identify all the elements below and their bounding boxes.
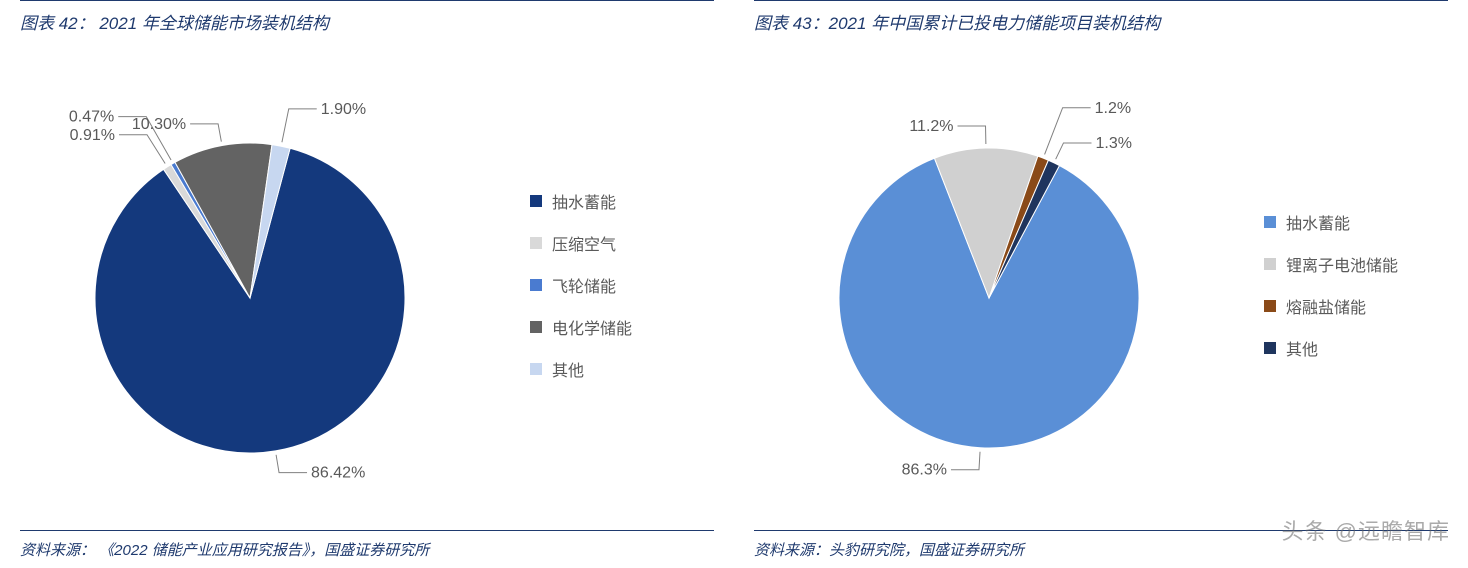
leader-line (119, 134, 165, 163)
pie-right: 86.3% 11.2% 1.2% 1.3% (754, 48, 1224, 518)
legend-label: 抽水蓄能 (552, 189, 616, 213)
legend-swatch (1264, 342, 1276, 354)
legend-swatch (1264, 258, 1276, 270)
legend-label: 飞轮储能 (552, 273, 616, 297)
legend-label: 熔融盐储能 (1286, 294, 1366, 318)
legend-label: 其他 (552, 357, 584, 381)
legend-item: 压缩空气 (530, 231, 714, 255)
pie-right-wrap: 86.3% 11.2% 1.2% 1.3% (754, 48, 1224, 523)
legend-left: 抽水蓄能压缩空气飞轮储能电化学储能其他 (490, 171, 714, 399)
legend-label: 其他 (1286, 336, 1318, 360)
legend-label: 压缩空气 (552, 231, 616, 255)
pie-left: 86.42% 0.91%0.47% 10.30% 1.90% (20, 48, 490, 518)
legend-swatch (1264, 216, 1276, 228)
legend-right: 抽水蓄能锂离子电池储能熔融盐储能其他 (1224, 192, 1448, 378)
pie-label: 86.42% (311, 464, 365, 481)
pie-label: 1.90% (321, 100, 366, 117)
pie-label: 10.30% (132, 115, 186, 132)
legend-label: 锂离子电池储能 (1286, 252, 1398, 276)
leader-line (190, 123, 221, 141)
leader-line (1045, 107, 1091, 154)
chart-area-left: 86.42% 0.91%0.47% 10.30% 1.90% 抽水蓄能压缩空气飞轮储能… (20, 40, 714, 530)
pie-label: 86.3% (902, 461, 947, 478)
legend-item: 熔融盐储能 (1264, 294, 1448, 318)
legend-swatch (530, 195, 542, 207)
right-panel: 图表 43：2021 年中国累计已投电力储能项目装机结构 86.3% 11.2% 1… (734, 0, 1468, 568)
chart-title-left: 图表 42： 2021 年全球储能市场装机结构 (20, 0, 714, 40)
leader-line (282, 108, 317, 141)
legend-item: 抽水蓄能 (1264, 210, 1448, 234)
pie-label: 1.3% (1095, 134, 1131, 151)
legend-item: 锂离子电池储能 (1264, 252, 1448, 276)
legend-swatch (530, 279, 542, 291)
left-panel: 图表 42： 2021 年全球储能市场装机结构 86.42% 0.91%0.47%… (0, 0, 734, 568)
chart-area-right: 86.3% 11.2% 1.2% 1.3% 抽水蓄能锂离子电池储能熔融盐储能其他 (754, 40, 1448, 530)
legend-item: 其他 (1264, 336, 1448, 360)
legend-item: 电化学储能 (530, 315, 714, 339)
legend-label: 抽水蓄能 (1286, 210, 1350, 234)
legend-item: 抽水蓄能 (530, 189, 714, 213)
pie-label: 1.2% (1095, 99, 1131, 116)
pie-label: 11.2% (909, 118, 953, 135)
legend-item: 飞轮储能 (530, 273, 714, 297)
leader-line (276, 454, 307, 472)
legend-label: 电化学储能 (552, 315, 632, 339)
watermark: 头条 @远瞻智库 (1282, 514, 1450, 546)
legend-swatch (1264, 300, 1276, 312)
pie-label: 0.91% (70, 126, 115, 143)
legend-swatch (530, 363, 542, 375)
leader-line (1056, 142, 1092, 158)
pie-left-wrap: 86.42% 0.91%0.47% 10.30% 1.90% (20, 48, 490, 523)
leader-line (951, 451, 980, 469)
source-left: 资料来源： 《2022 储能产业应用研究报告》，国盛证券研究所 (20, 530, 714, 568)
legend-swatch (530, 237, 542, 249)
chart-title-right: 图表 43：2021 年中国累计已投电力储能项目装机结构 (754, 0, 1448, 40)
pie-label: 0.47% (69, 108, 114, 125)
legend-item: 其他 (530, 357, 714, 381)
legend-swatch (530, 321, 542, 333)
leader-line (958, 126, 986, 144)
